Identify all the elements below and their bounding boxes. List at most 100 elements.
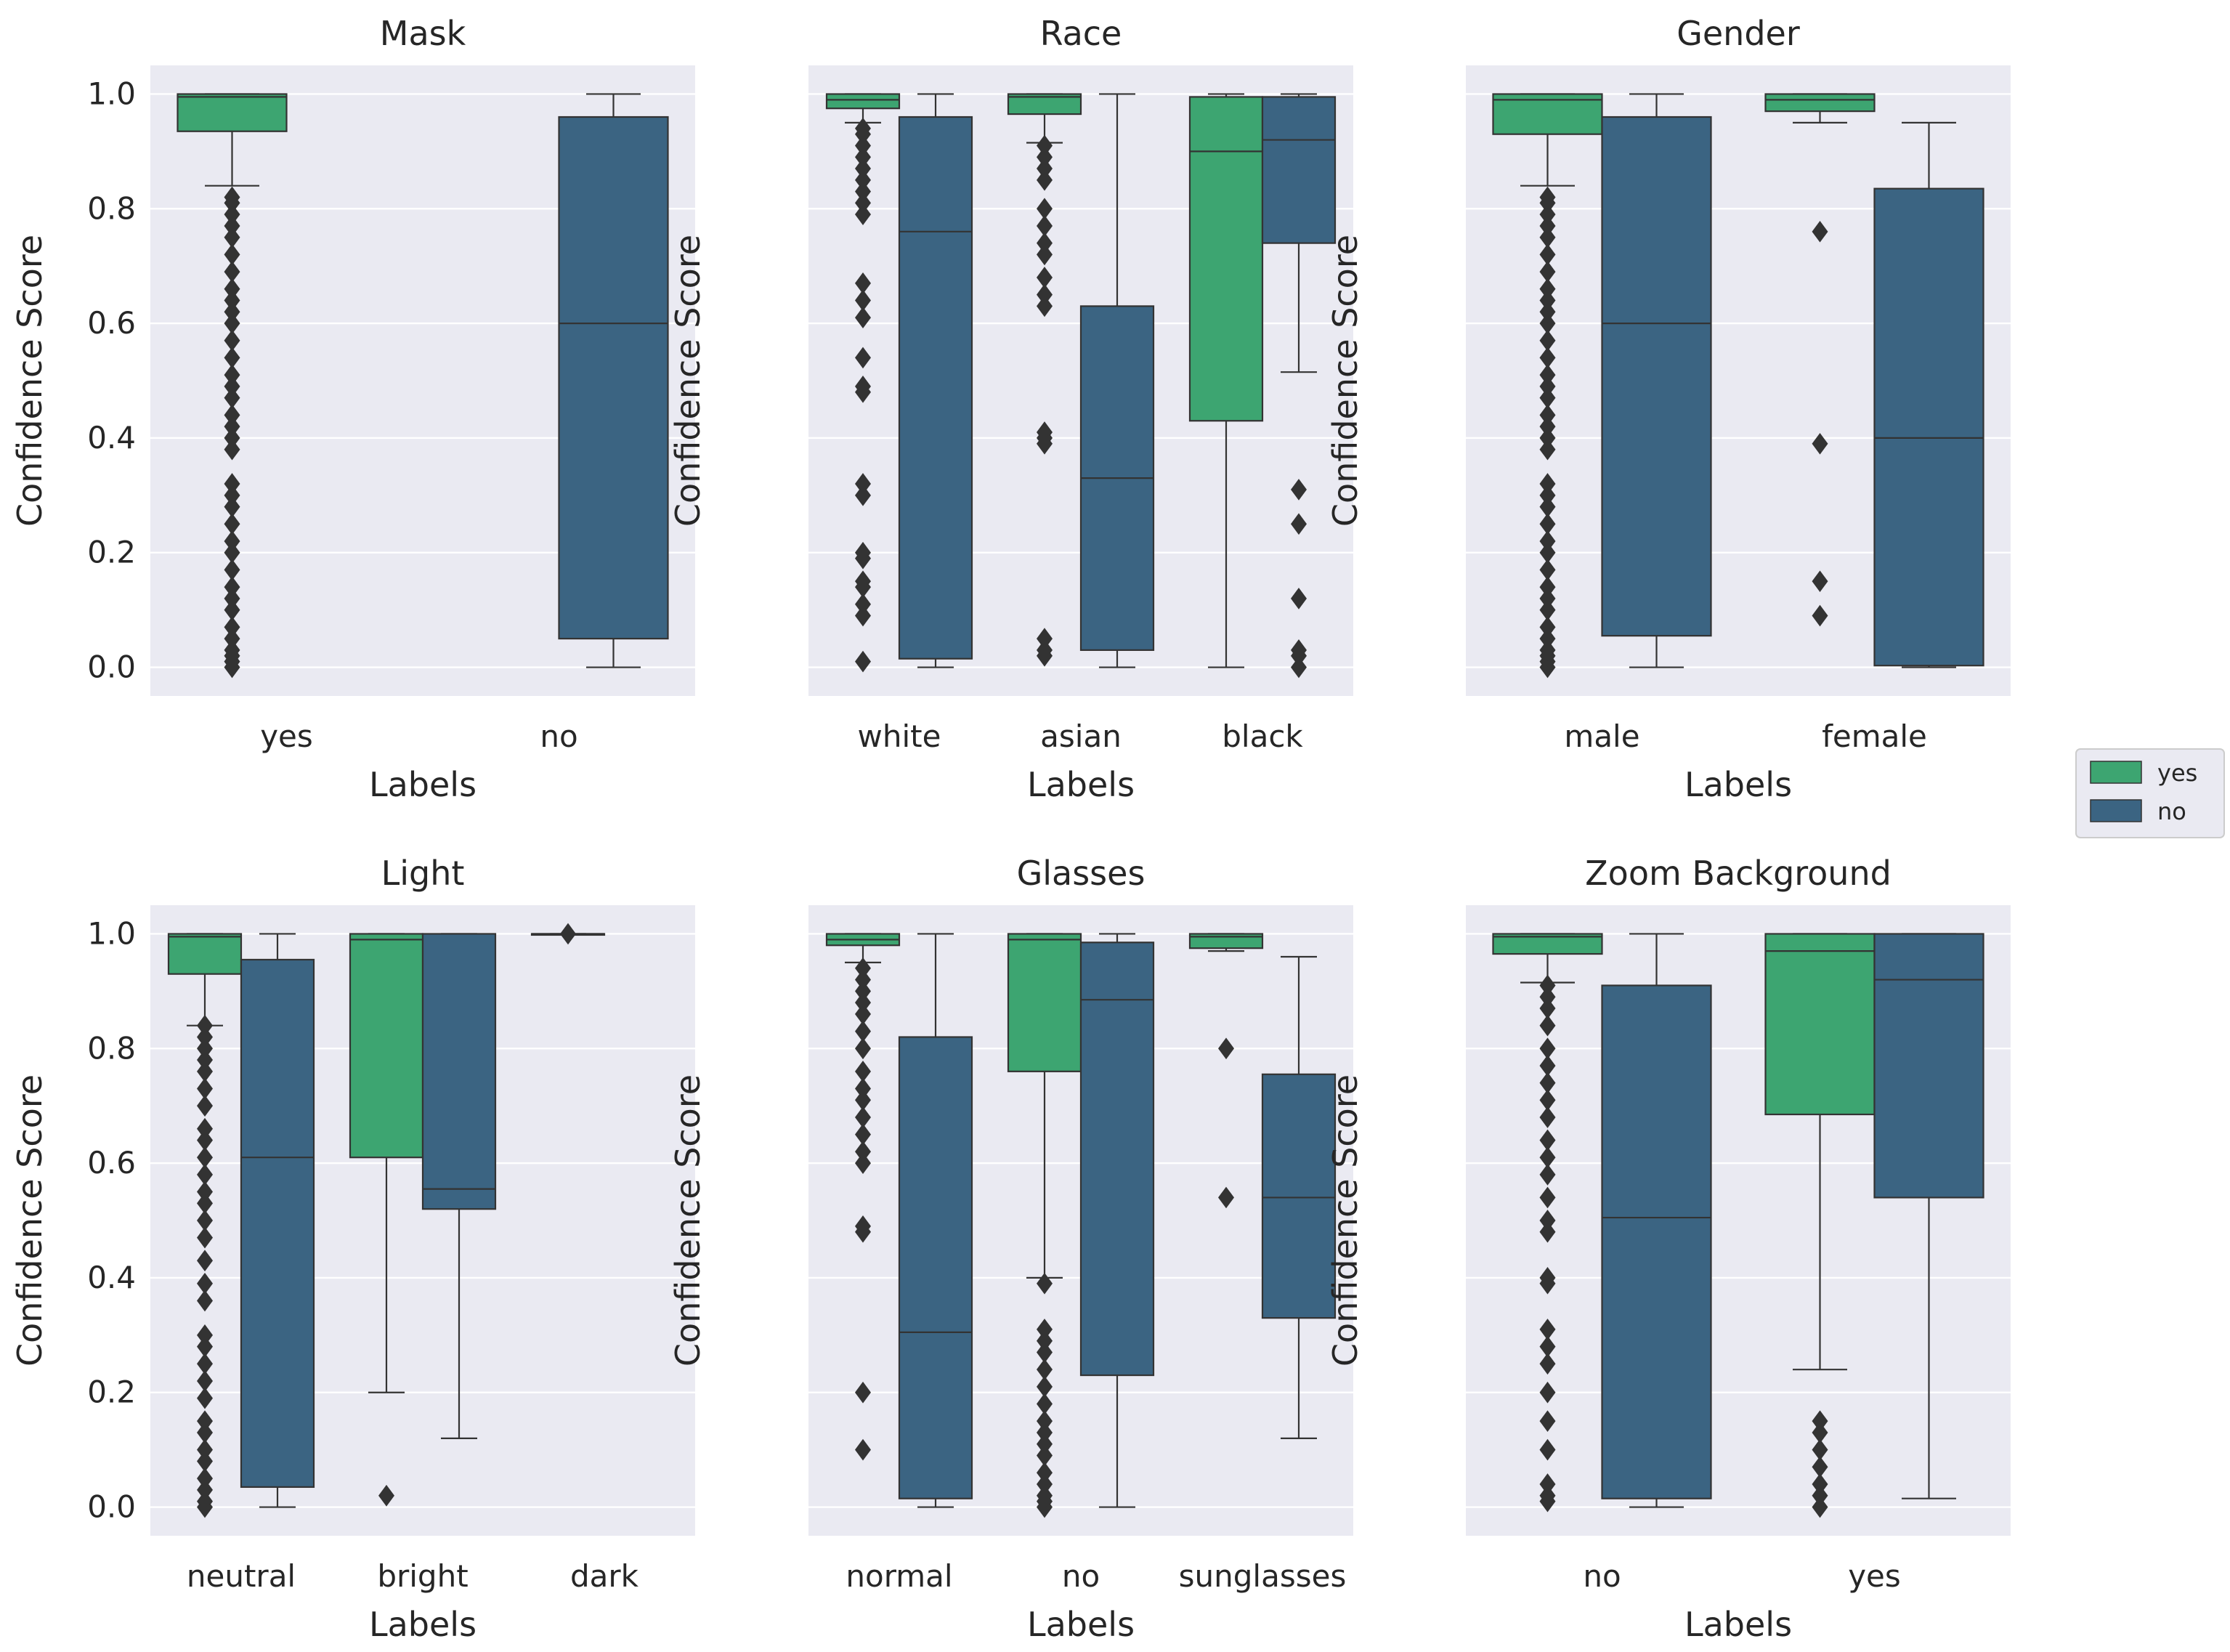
glasses-box-no-yes-outlier — [1037, 1473, 1053, 1495]
gender-box-male-yes-outlier — [1539, 513, 1556, 535]
race-box-white-yes — [825, 93, 901, 673]
light-ytick-label: 0.4 — [87, 1260, 136, 1295]
light-box-neutral-yes-outlier — [197, 1210, 213, 1231]
mask-ytick-label: 0.6 — [87, 305, 136, 341]
gender-box-male-yes-outlier — [1539, 427, 1556, 449]
zoom-background-box-yes-no-iqr — [1873, 933, 1984, 1199]
race-box-asian-yes-outlier — [1037, 243, 1053, 266]
race-y-axis-label: Confidence Score — [668, 235, 707, 527]
glasses-box-normal-yes — [825, 933, 901, 1461]
glasses-box-normal-yes-outlier — [855, 1003, 871, 1025]
glasses-box-normal-yes-outlier — [855, 1438, 871, 1461]
mask-ytick-label: 1.0 — [87, 76, 136, 111]
race-box-white-no-iqr — [898, 116, 973, 660]
race-box-black-no — [1261, 93, 1337, 679]
glasses-title: Glasses — [1017, 854, 1146, 893]
light-box-neutral-yes-outlier — [197, 1095, 213, 1117]
glasses-box-normal-no-iqr — [898, 1036, 973, 1499]
race-box-black-no-outlier — [1291, 479, 1307, 501]
race-box-asian-no — [1079, 93, 1155, 668]
zoom-background-box-no-yes-outlier — [1539, 1484, 1556, 1507]
light-ytick-label: 1.0 — [87, 915, 136, 951]
race-box-white-yes-outlier — [855, 541, 871, 564]
glasses-box-normal-yes-outlier — [855, 1020, 871, 1042]
light-box-neutral-yes-outlier — [197, 1226, 213, 1249]
light-box-neutral-yes-outlier — [197, 1164, 213, 1186]
race-xtick-label-asian: asian — [1040, 718, 1122, 754]
gender-box-male-yes-outlier — [1539, 639, 1556, 661]
panels-layer: 0.0 0.2 0.4 0.6 0.8 1.0 Mask Labels Confidence S… — [10, 14, 2011, 1644]
glasses-box-normal-yes-outlier — [855, 1123, 871, 1146]
zoom-background-box-no-yes-outlier — [1539, 1438, 1556, 1461]
light-box-neutral-yes-outlier — [197, 1117, 213, 1140]
gender-box-female-yes-iqr — [1764, 93, 1876, 113]
light-box-neutral-yes-outlier — [197, 1146, 213, 1169]
mask-box-yes-yes-outlier — [224, 599, 240, 621]
race-box-black-no-iqr — [1261, 96, 1337, 244]
glasses-box-normal-yes-outlier — [855, 1077, 871, 1100]
gender-box-male-yes-outlier — [1539, 576, 1556, 598]
zoom-background-box-no-yes-outlier — [1539, 986, 1556, 1008]
mask-box-yes-yes-outlier — [224, 404, 240, 426]
zoom-background-box-no-yes-outlier — [1539, 1106, 1556, 1128]
gender-box-female-yes-outlier — [1812, 604, 1828, 627]
gender-box-male-yes-outlier — [1539, 416, 1556, 437]
zoom-background-box-no-yes-outlier — [1539, 1267, 1556, 1289]
race-box-white-yes-outlier — [855, 180, 871, 203]
race-box-white-yes-outlier — [855, 146, 871, 169]
gender-box-male-yes-outlier — [1539, 495, 1556, 518]
light-box-neutral-yes-outlier — [197, 1450, 213, 1473]
mask-ytick-label: 0.8 — [87, 190, 136, 226]
mask-box-yes-yes-iqr — [177, 93, 288, 132]
zoom-background-box-no-yes-outlier — [1539, 1335, 1556, 1358]
light-ytick-label: 0.8 — [87, 1030, 136, 1066]
mask-box-yes-yes-outlier — [224, 215, 240, 237]
race-box-asian-yes-outlier — [1037, 639, 1053, 661]
gender-box-male-yes-outlier — [1539, 364, 1556, 386]
zoom-background-box-no-yes-outlier — [1539, 974, 1556, 997]
zoom-background-box-yes-yes-outlier — [1812, 1438, 1828, 1461]
gender-box-male-yes-outlier — [1539, 243, 1556, 266]
light-box-neutral-yes-outlier — [197, 1129, 213, 1151]
light-xtick-label-neutral: neutral — [187, 1558, 296, 1594]
mask-box-yes-yes-outlier — [224, 427, 240, 449]
glasses-box-normal-yes-outlier — [855, 980, 871, 1003]
mask-box-yes-yes-outlier — [224, 628, 240, 649]
gender-box-male-yes-outlier — [1539, 329, 1556, 352]
light-x-axis-label: Labels — [369, 1605, 477, 1644]
zoom-background-xtick-label-yes: yes — [1848, 1558, 1901, 1594]
mask-box-yes-yes-outlier — [224, 576, 240, 598]
glasses-box-no-yes-outlier — [1037, 1359, 1053, 1381]
race-box-asian-yes-outlier — [1037, 146, 1053, 169]
light-box-neutral-yes-outlier — [197, 1387, 213, 1409]
gender-box-male-yes-outlier — [1539, 386, 1556, 409]
race-box-black-no-outlier — [1291, 639, 1307, 661]
glasses-box-no-yes-outlier — [1037, 1484, 1053, 1507]
race-box-white-yes-outlier — [855, 347, 871, 369]
glasses-box-normal-yes-outlier — [855, 1060, 871, 1082]
glasses-box-normal-no — [898, 933, 973, 1508]
gender-box-male-yes-outlier — [1539, 203, 1556, 226]
glasses-box-no-yes-outlier — [1037, 1329, 1053, 1352]
race-box-asian-yes-outlier — [1037, 169, 1053, 191]
legend-swatch-yes — [2090, 761, 2142, 784]
glasses-box-no-yes-iqr — [1007, 933, 1082, 1072]
mask-box-yes-yes-outlier — [224, 301, 240, 323]
gender-title: Gender — [1676, 14, 1800, 53]
gender-box-female-yes — [1764, 93, 1876, 627]
gender-box-male-yes-outlier — [1539, 347, 1556, 369]
mask-box-yes-yes — [177, 93, 288, 679]
zoom-background-box-no-yes-outlier — [1539, 1164, 1556, 1186]
zoom-background-box-no-yes-outlier — [1539, 1055, 1556, 1077]
zoom-background-box-no-no-iqr — [1601, 984, 1712, 1499]
zoom-background-title: Zoom Background — [1585, 854, 1892, 893]
zoom-background-box-no-yes-outlier — [1539, 1072, 1556, 1094]
glasses-box-no-yes-outlier — [1037, 1272, 1053, 1295]
gender-box-male-yes-outlier — [1539, 628, 1556, 649]
gender-box-male-yes-outlier — [1539, 376, 1556, 397]
race-xtick-label-black: black — [1222, 718, 1303, 754]
zoom-background-box-no-no — [1601, 933, 1712, 1508]
gender-box-female-yes-outlier — [1812, 220, 1828, 243]
gender-box-male-yes-outlier — [1539, 289, 1556, 312]
mask-box-yes-yes-outlier — [224, 243, 240, 266]
